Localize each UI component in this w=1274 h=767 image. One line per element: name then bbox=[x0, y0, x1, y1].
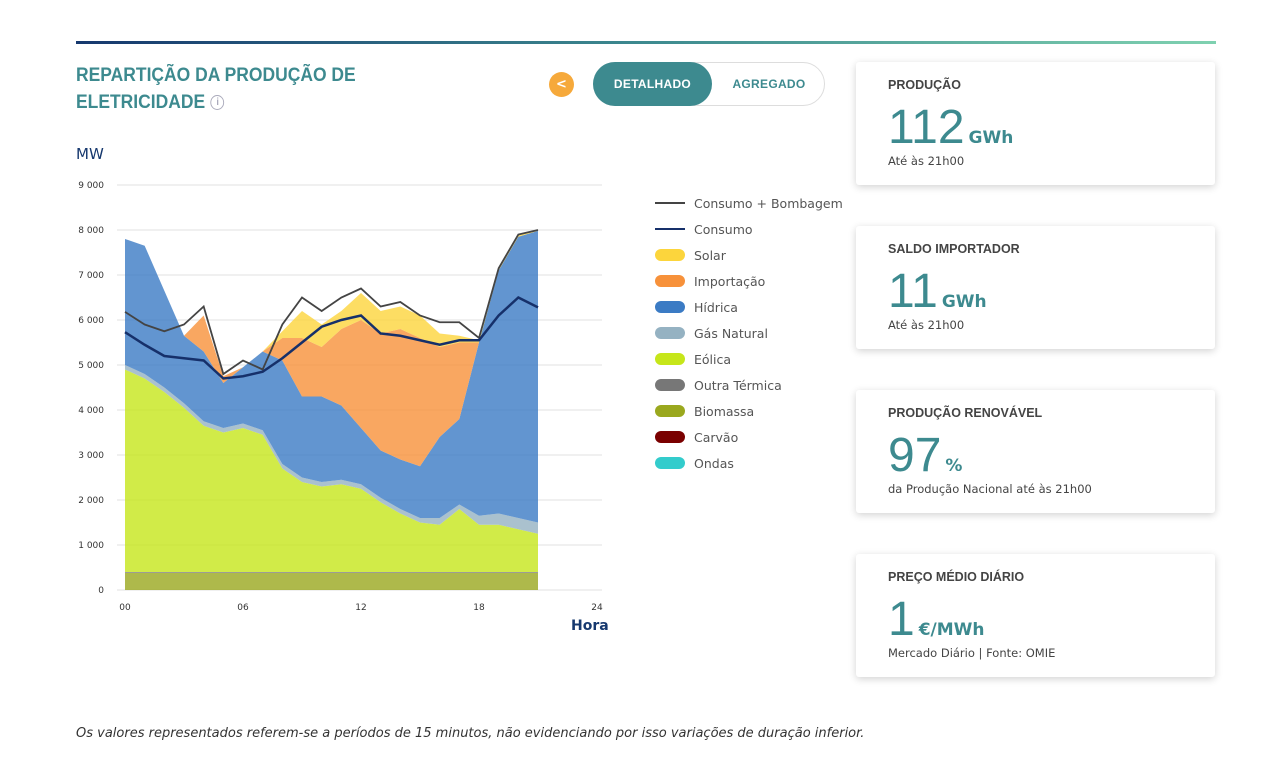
x-tick-label: 00 bbox=[119, 603, 131, 613]
y-tick-label: 8 000 bbox=[78, 226, 104, 236]
legend-item[interactable]: Eólica bbox=[655, 346, 843, 372]
share-icon: < bbox=[556, 77, 567, 92]
card-value: 97 bbox=[888, 429, 942, 482]
legend-swatch bbox=[655, 327, 685, 339]
y-tick-label: 7 000 bbox=[78, 271, 104, 281]
toggle-agregado[interactable]: AGREGADO bbox=[732, 77, 806, 91]
y-tick-label: 9 000 bbox=[78, 181, 104, 191]
legend-item[interactable]: Biomassa bbox=[655, 398, 843, 424]
legend-item[interactable]: Outra Térmica bbox=[655, 372, 843, 398]
line-consumo-bombagem bbox=[124, 229, 539, 376]
chart-legend: Consumo + Bombagem Consumo Solar Importação… bbox=[655, 190, 843, 476]
x-tick-label: 18 bbox=[473, 603, 485, 613]
card-unit: % bbox=[945, 456, 963, 476]
y-tick-label: 0 bbox=[98, 586, 104, 596]
area-outra-t-rmica bbox=[125, 572, 538, 573]
y-tick-label: 5 000 bbox=[78, 361, 104, 371]
line-consumo bbox=[124, 295, 539, 380]
y-tick-label: 1 000 bbox=[78, 541, 104, 551]
area-g-s-natural bbox=[125, 365, 538, 534]
card-title: PREÇO MÉDIO DIÁRIO bbox=[888, 570, 1025, 584]
card-unit: GWh bbox=[941, 292, 987, 312]
kpi-card: PRODUÇÃO RENOVÁVEL 97% da Produção Nacio… bbox=[856, 390, 1215, 513]
legend-swatch bbox=[655, 301, 685, 313]
legend-label: Ondas bbox=[694, 455, 734, 471]
page-title: REPARTIÇÃO DA PRODUÇÃO DE ELETRICIDADE i bbox=[76, 65, 356, 113]
x-axis-label: Hora bbox=[571, 618, 609, 634]
card-value-row: 97% bbox=[888, 428, 962, 483]
legend-label: Consumo bbox=[694, 221, 753, 237]
legend-swatch bbox=[655, 275, 685, 287]
legend-swatch bbox=[655, 202, 685, 204]
legend-label: Solar bbox=[694, 247, 726, 263]
legend-label: Outra Térmica bbox=[694, 377, 782, 393]
legend-swatch bbox=[655, 405, 685, 417]
legend-label: Importação bbox=[694, 273, 766, 289]
legend-swatch bbox=[655, 249, 685, 261]
card-value: 1 bbox=[888, 593, 915, 646]
area-biomassa bbox=[125, 572, 538, 590]
card-value: 11 bbox=[888, 265, 938, 318]
y-tick-label: 2 000 bbox=[78, 496, 104, 506]
card-subtitle: Até às 21h00 bbox=[888, 154, 965, 168]
legend-item[interactable]: Solar bbox=[655, 242, 843, 268]
legend-item[interactable]: Consumo bbox=[655, 216, 843, 242]
y-axis-label: MW bbox=[76, 145, 104, 163]
area-solar bbox=[125, 230, 538, 377]
legend-swatch bbox=[655, 431, 685, 443]
card-value-row: 1 €/MWh bbox=[888, 592, 985, 647]
share-button[interactable]: < bbox=[549, 72, 574, 97]
y-tick-label: 3 000 bbox=[78, 451, 104, 461]
card-subtitle: da Produção Nacional até às 21h00 bbox=[888, 482, 1092, 496]
legend-label: Gás Natural bbox=[694, 325, 768, 341]
x-tick-label: 24 bbox=[591, 603, 603, 613]
footnote: Os valores representados referem-se a pe… bbox=[76, 726, 865, 741]
legend-item[interactable]: Gás Natural bbox=[655, 320, 843, 346]
legend-item[interactable]: Ondas bbox=[655, 450, 843, 476]
card-value-row: 11 GWh bbox=[888, 264, 987, 319]
card-value-row: 112 GWh bbox=[888, 100, 1013, 155]
legend-item[interactable]: Consumo + Bombagem bbox=[655, 190, 843, 216]
legend-swatch bbox=[655, 353, 685, 365]
kpi-card: PRODUÇÃO 112 GWh Até às 21h00 bbox=[856, 62, 1215, 185]
legend-item[interactable]: Importação bbox=[655, 268, 843, 294]
area-h-drica bbox=[125, 230, 538, 523]
legend-label: Biomassa bbox=[694, 403, 755, 419]
card-subtitle: Até às 21h00 bbox=[888, 318, 965, 332]
card-unit: GWh bbox=[968, 128, 1014, 148]
card-title: PRODUÇÃO bbox=[888, 78, 961, 92]
kpi-card: SALDO IMPORTADOR 11 GWh Até às 21h00 bbox=[856, 226, 1215, 349]
card-title: PRODUÇÃO RENOVÁVEL bbox=[888, 406, 1043, 420]
x-tick-label: 12 bbox=[355, 603, 366, 613]
legend-label: Carvão bbox=[694, 429, 739, 445]
legend-swatch bbox=[655, 379, 685, 391]
top-divider bbox=[76, 41, 1216, 44]
toggle-detalhado[interactable]: DETALHADO bbox=[593, 62, 712, 106]
y-tick-label: 4 000 bbox=[78, 406, 104, 416]
info-icon[interactable]: i bbox=[210, 95, 225, 111]
card-title: SALDO IMPORTADOR bbox=[888, 242, 1020, 256]
legend-swatch bbox=[655, 228, 685, 230]
legend-item[interactable]: Hídrica bbox=[655, 294, 843, 320]
card-unit: €/MWh bbox=[918, 620, 985, 640]
area-e-lica bbox=[125, 369, 538, 572]
legend-swatch bbox=[655, 457, 685, 469]
card-value: 112 bbox=[888, 101, 965, 154]
production-chart: 0 1 000 2 000 3 000 4 000 5 000 6 000 7 000 8 00… bbox=[78, 181, 603, 613]
view-toggle: DETALHADO AGREGADO bbox=[593, 62, 825, 106]
area-importa-o bbox=[125, 230, 538, 467]
legend-label: Eólica bbox=[694, 351, 732, 367]
legend-label: Hídrica bbox=[694, 299, 738, 315]
card-subtitle: Mercado Diário | Fonte: OMIE bbox=[888, 646, 1056, 660]
y-tick-label: 6 000 bbox=[78, 316, 104, 326]
legend-item[interactable]: Carvão bbox=[655, 424, 843, 450]
x-tick-label: 06 bbox=[237, 603, 249, 613]
legend-label: Consumo + Bombagem bbox=[694, 195, 843, 211]
kpi-card: PREÇO MÉDIO DIÁRIO 1 €/MWh Mercado Diário… bbox=[856, 554, 1215, 677]
